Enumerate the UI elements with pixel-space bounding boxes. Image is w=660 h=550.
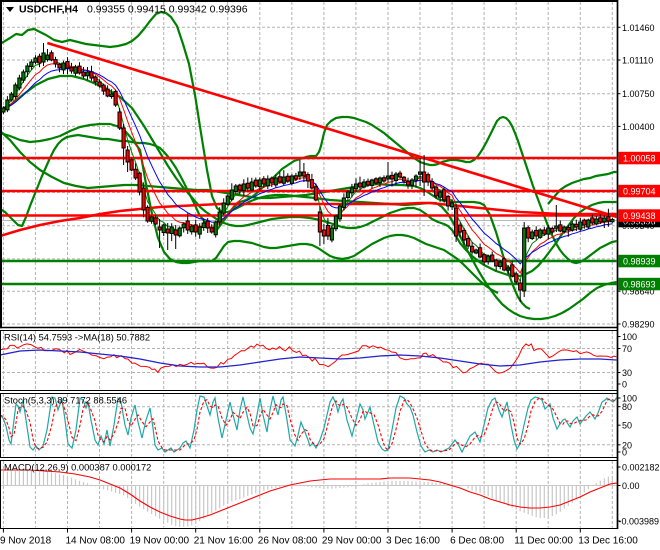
svg-text:0.99438: 0.99438 — [623, 211, 656, 221]
svg-text:50: 50 — [622, 421, 632, 431]
svg-text:1.01460: 1.01460 — [622, 23, 655, 33]
svg-text:14 Nov 08:00: 14 Nov 08:00 — [66, 536, 126, 547]
svg-text:0.00: 0.00 — [622, 481, 640, 491]
svg-text:0: 0 — [622, 448, 627, 458]
svg-text:11 Dec 00:00: 11 Dec 00:00 — [514, 536, 573, 547]
svg-text:0.98939: 0.98939 — [623, 257, 656, 267]
svg-text:3 Dec 16:00: 3 Dec 16:00 — [386, 536, 440, 547]
svg-text:6 Dec 08:00: 6 Dec 08:00 — [450, 536, 504, 547]
svg-text:Stoch(5,3,3) 89.7172 88.5546: Stoch(5,3,3) 89.7172 88.5546 — [4, 396, 127, 406]
svg-text:19 Nov 00:00: 19 Nov 00:00 — [130, 536, 190, 547]
svg-text:1.00400: 1.00400 — [622, 122, 655, 132]
svg-text:9 Nov 2018: 9 Nov 2018 — [0, 536, 52, 547]
svg-text:70: 70 — [622, 344, 632, 354]
svg-text:0.98290: 0.98290 — [622, 320, 655, 330]
svg-text:26 Nov 08:00: 26 Nov 08:00 — [258, 536, 318, 547]
svg-text:0.002182: 0.002182 — [622, 463, 660, 473]
svg-text:RSI(14) 54.7593 ->MA(18) 50.7: RSI(14) 54.7593 ->MA(18) 50.7882 — [4, 333, 150, 343]
svg-text:0.99704: 0.99704 — [623, 187, 656, 197]
svg-text:0.99355 0.99415 0.99342 0.9939: 0.99355 0.99415 0.99342 0.99396 — [87, 4, 248, 16]
svg-text:100: 100 — [622, 332, 637, 342]
svg-text:0: 0 — [622, 380, 627, 390]
svg-text:1.00750: 1.00750 — [622, 89, 655, 99]
svg-text:20: 20 — [622, 440, 632, 450]
svg-text:30: 30 — [622, 368, 632, 378]
svg-text:MACD(12,26,9) 0.000387 0.00017: MACD(12,26,9) 0.000387 0.000172 — [4, 463, 151, 473]
svg-text:13 Dec 16:00: 13 Dec 16:00 — [578, 536, 638, 547]
svg-text:-0.003989: -0.003989 — [619, 517, 660, 527]
svg-text:21 Nov 16:00: 21 Nov 16:00 — [194, 536, 254, 547]
svg-text:0.98693: 0.98693 — [623, 280, 656, 290]
svg-text:1.00058: 1.00058 — [623, 154, 656, 164]
svg-text:29 Nov 00:00: 29 Nov 00:00 — [322, 536, 382, 547]
svg-text:80: 80 — [622, 402, 632, 412]
svg-text:1.01110: 1.01110 — [622, 56, 653, 66]
svg-text:USDCHF,H4: USDCHF,H4 — [19, 4, 78, 16]
svg-text:0.99340: 0.99340 — [622, 221, 655, 231]
svg-text:100: 100 — [622, 394, 637, 404]
svg-text:0.98640: 0.98640 — [622, 287, 655, 297]
